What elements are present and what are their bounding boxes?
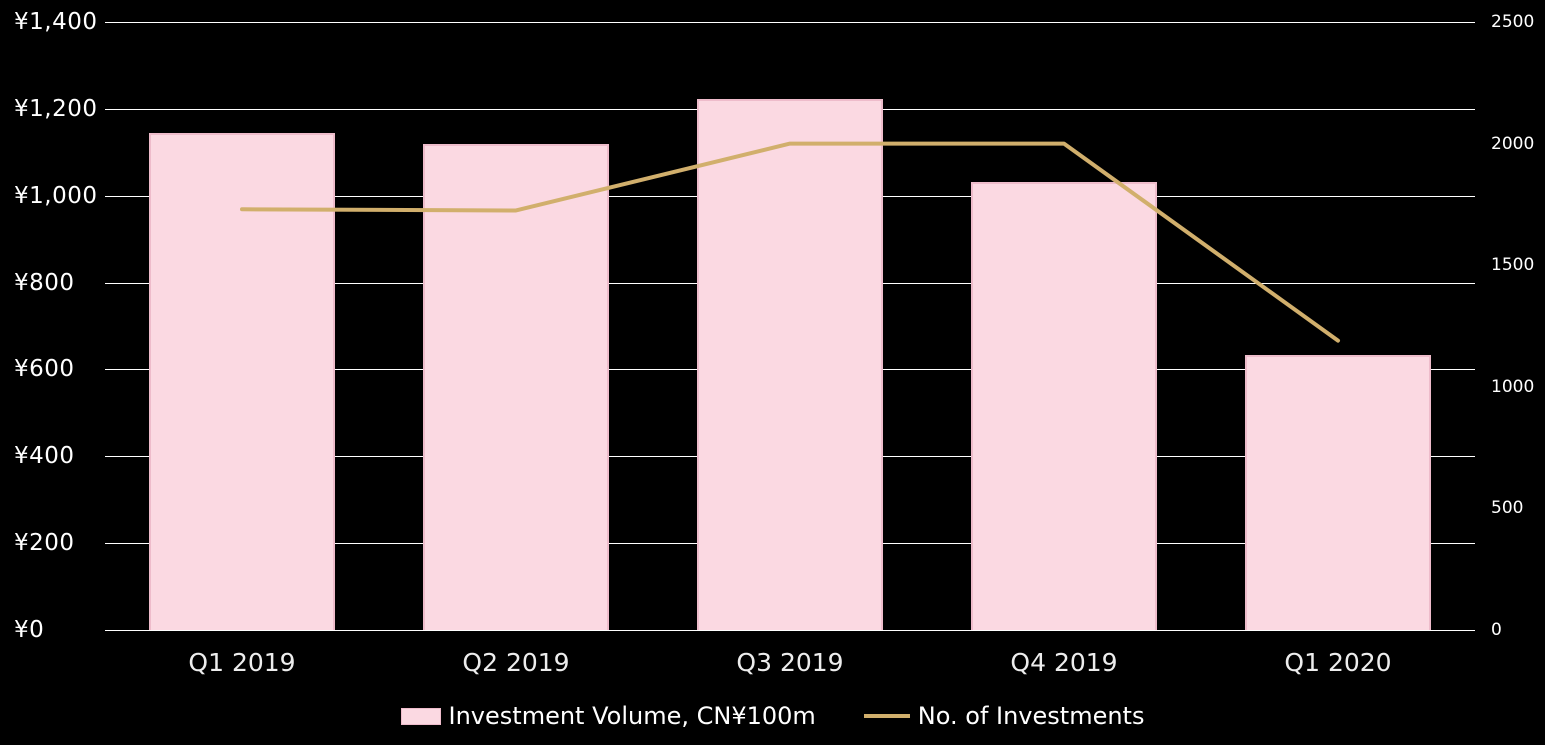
gridline: [105, 22, 1475, 23]
legend-item: Investment Volume, CN¥100m: [400, 702, 816, 730]
left-axis-tick-label: ¥0: [14, 617, 45, 643]
x-axis-label: Q4 2019: [1010, 648, 1118, 677]
bar-q4-2019: [971, 182, 1157, 630]
right-axis-tick-label: 0: [1491, 620, 1502, 640]
legend-bar-swatch-icon: [400, 707, 441, 725]
no-of-investments-line: [240, 141, 1340, 343]
right-axis-tick-label: 500: [1491, 498, 1524, 518]
bar-q3-2019: [697, 99, 883, 630]
legend: Investment Volume, CN¥100m No. of Investm…: [0, 702, 1545, 730]
legend-label: Investment Volume, CN¥100m: [448, 702, 816, 730]
left-axis-tick-label: ¥1,000: [14, 183, 98, 209]
right-axis-tick-label: 1500: [1491, 255, 1535, 275]
x-axis-label: Q1 2020: [1284, 648, 1392, 677]
gridline: [105, 630, 1475, 631]
legend-label: No. of Investments: [917, 702, 1145, 730]
bar-q2-2019: [423, 144, 609, 630]
left-axis-tick-label: ¥200: [14, 530, 75, 556]
left-axis-tick-label: ¥400: [14, 443, 75, 469]
x-axis-label: Q3 2019: [736, 648, 844, 677]
left-axis-tick-label: ¥1,200: [14, 96, 98, 122]
right-axis-tick-label: 2000: [1491, 134, 1535, 154]
bar-q1-2019: [149, 133, 335, 630]
left-axis-tick-label: ¥800: [14, 270, 75, 296]
x-axis-label: Q2 2019: [462, 648, 570, 677]
legend-line-swatch-icon: [863, 714, 910, 718]
left-axis-tick-label: ¥1,400: [14, 9, 98, 35]
bar-q1-2020: [1245, 355, 1431, 630]
left-axis-tick-label: ¥600: [14, 356, 75, 382]
right-axis-tick-label: 2500: [1491, 12, 1535, 32]
x-axis-label: Q1 2019: [188, 648, 296, 677]
right-axis-tick-label: 1000: [1491, 377, 1535, 397]
legend-item: No. of Investments: [863, 702, 1145, 730]
